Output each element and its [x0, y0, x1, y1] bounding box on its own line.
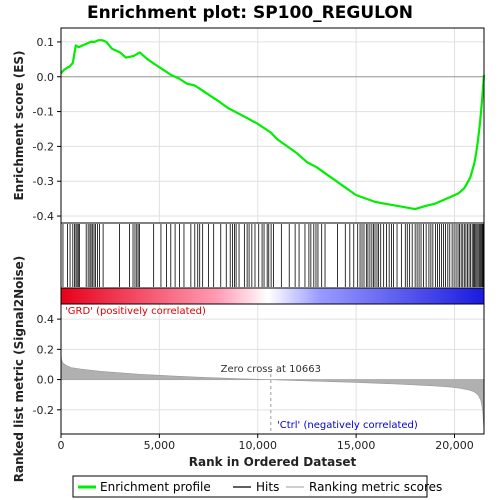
es-y-axis-label: Enrichment score (ES)	[12, 50, 26, 200]
ranking-metric-area	[60, 353, 485, 432]
rank-heat-gradient	[60, 287, 485, 305]
legend-hits: Hits	[256, 480, 279, 494]
x-tick-label: 20,000	[435, 439, 474, 452]
chart-title: Enrichment plot: SP100_REGULON	[87, 3, 413, 23]
es-y-tick-label: 0.1	[37, 36, 55, 49]
legend: Enrichment profile Hits Ranking metric s…	[72, 475, 442, 498]
x-tick-label: 0	[58, 439, 65, 452]
es-y-tick-label: 0.0	[37, 71, 55, 84]
zero-cross-label: Zero cross at 10663	[221, 364, 321, 375]
x-axis-label: Rank in Ordered Dataset	[189, 455, 357, 469]
es-y-tick-label: -0.1	[33, 106, 54, 119]
legend-ranking-metric-scores: Ranking metric scores	[309, 480, 442, 494]
metric-panel-frame	[60, 303, 485, 435]
es-profile-line	[60, 39, 486, 211]
x-tick-label: 10,000	[238, 439, 277, 452]
metric-y-tick-label: -0.2	[33, 404, 54, 417]
metric-panel: Zero cross at 10663 'GRD' (positively co…	[12, 256, 485, 483]
hit-markers	[62, 224, 485, 287]
es-y-tick-label: -0.3	[33, 175, 54, 188]
hits-panel	[60, 222, 485, 289]
metric-y-tick-label: 0.4	[37, 313, 55, 326]
positive-correlation-label: 'GRD' (positively correlated)	[65, 306, 206, 317]
legend-enrichment-profile: Enrichment profile	[100, 480, 211, 494]
x-tick-label: 15,000	[337, 439, 376, 452]
metric-y-tick-label: 0.2	[37, 343, 55, 356]
rank-heat-bar	[60, 287, 485, 305]
es-y-ticks: 0.1 0.0 -0.1 -0.2 -0.3 -0.4	[33, 36, 61, 223]
metric-y-ticks: 0.4 0.2 0.0 -0.2	[33, 313, 61, 417]
x-axis: 0 5,000 10,000 15,000 20,000	[58, 434, 474, 452]
metric-y-tick-label: 0.0	[37, 374, 55, 387]
es-y-tick-label: -0.2	[33, 140, 54, 153]
metric-y-axis-label: Ranked list metric (Signal2Noise)	[12, 256, 26, 483]
es-panel: 0.1 0.0 -0.1 -0.2 -0.3 -0.4 Enrichment score …	[12, 27, 486, 224]
negative-correlation-label: 'Ctrl' (negatively correlated)	[277, 420, 418, 431]
x-tick-label: 5,000	[144, 439, 176, 452]
hits-panel-frame	[60, 222, 485, 289]
es-y-tick-label: -0.4	[33, 210, 54, 223]
